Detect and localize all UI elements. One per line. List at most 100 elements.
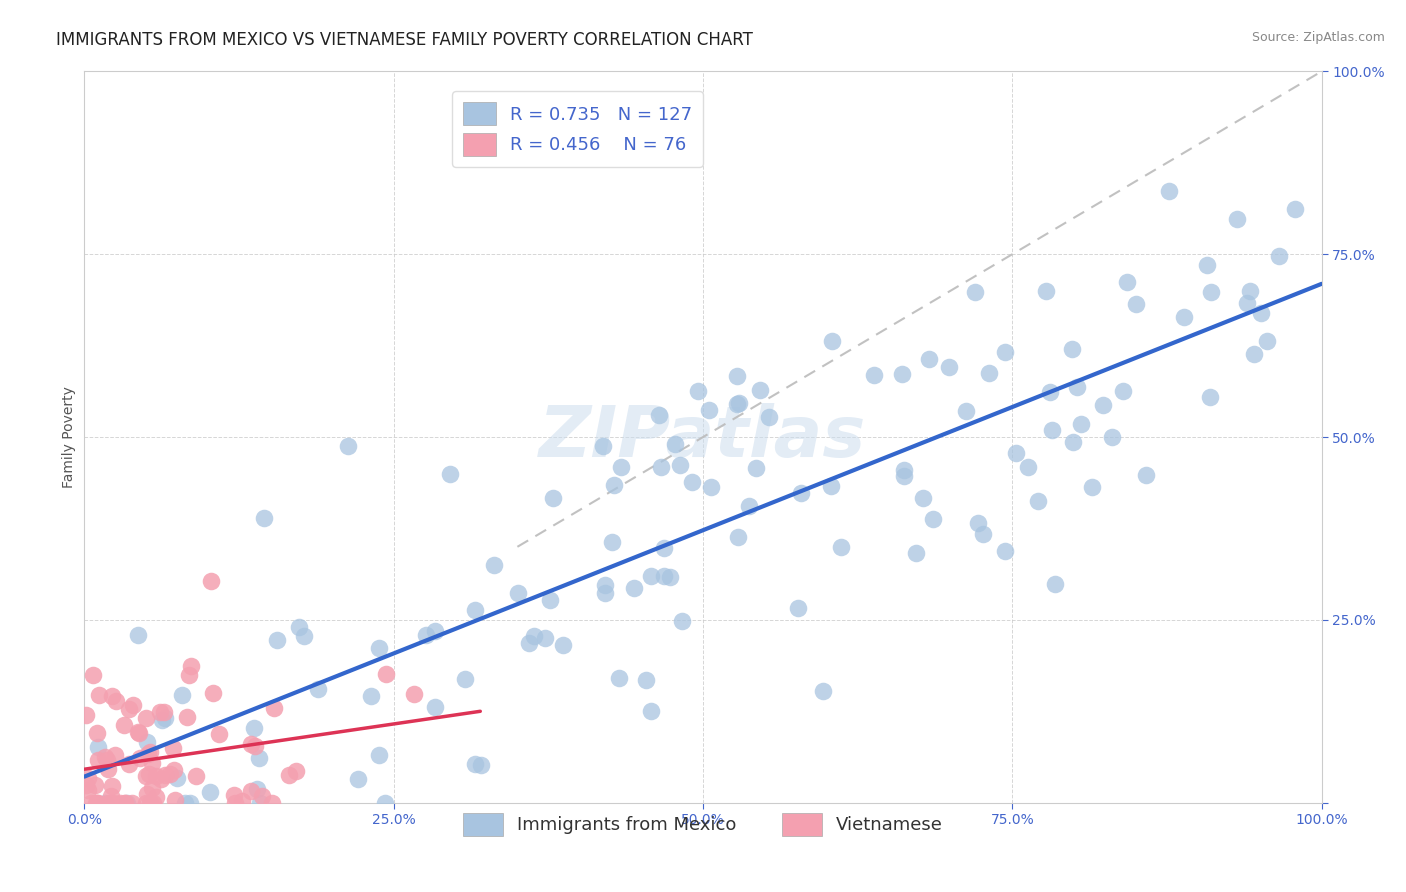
Point (145, 769, 167, 783)
Point (1199, 390, 1222, 404)
Point (246, 781, 269, 796)
Point (163, 764, 186, 778)
Point (80, 796, 103, 810)
Point (1066, 380, 1088, 394)
Point (153, 711, 176, 725)
Point (593, 578, 616, 592)
Point (224, 788, 246, 802)
Point (727, 530, 749, 544)
Point (423, 700, 446, 714)
Point (145, 789, 167, 804)
Point (135, 711, 157, 725)
Text: ZIPatlas: ZIPatlas (540, 402, 866, 472)
Point (138, 767, 160, 781)
Point (368, 747, 391, 762)
Point (668, 458, 690, 473)
Point (415, 628, 437, 642)
Point (830, 540, 852, 554)
Point (1040, 423, 1063, 437)
Point (112, 718, 135, 732)
Point (162, 740, 184, 755)
Point (609, 459, 631, 474)
Point (101, 690, 124, 704)
Point (86, 796, 108, 810)
Point (1005, 446, 1028, 460)
Point (150, 713, 173, 727)
Point (652, 541, 675, 555)
Point (136, 747, 159, 762)
Point (367, 641, 389, 656)
Point (1243, 347, 1265, 361)
Point (402, 687, 425, 701)
Point (862, 368, 884, 382)
Point (122, 698, 145, 713)
Point (100, 789, 122, 803)
Point (1135, 467, 1157, 482)
Point (470, 758, 492, 772)
Point (374, 796, 396, 810)
Point (127, 628, 149, 642)
Point (139, 745, 162, 759)
Point (128, 751, 150, 765)
Point (285, 764, 308, 778)
Point (266, 633, 288, 648)
Point (725, 397, 748, 411)
Point (97, 763, 120, 777)
Point (893, 463, 915, 477)
Point (671, 615, 693, 629)
Point (787, 601, 810, 615)
Point (247, 751, 270, 765)
Point (115, 796, 138, 810)
Point (1070, 417, 1092, 432)
Point (200, 574, 222, 589)
Point (1159, 185, 1181, 199)
Point (128, 725, 150, 739)
Point (118, 701, 141, 715)
Point (170, 688, 193, 702)
Point (1116, 275, 1139, 289)
Point (506, 586, 529, 600)
Point (1226, 212, 1249, 227)
Point (1173, 310, 1195, 325)
Point (240, 737, 263, 751)
Point (347, 772, 370, 786)
Point (893, 468, 915, 483)
Point (86, 725, 108, 739)
Point (640, 568, 662, 582)
Point (541, 491, 564, 505)
Point (87, 753, 110, 767)
Point (98, 796, 121, 810)
Point (166, 772, 188, 786)
Point (159, 767, 181, 781)
Point (263, 701, 285, 715)
Point (82, 668, 104, 682)
Point (288, 620, 311, 634)
Point (179, 796, 201, 810)
Point (652, 569, 675, 583)
Point (517, 636, 540, 650)
Point (1091, 397, 1114, 411)
Legend: Immigrants from Mexico, Vietnamese: Immigrants from Mexico, Vietnamese (454, 804, 952, 845)
Point (648, 408, 671, 422)
Point (83, 778, 105, 792)
Point (136, 788, 159, 802)
Point (174, 796, 197, 810)
Point (790, 485, 813, 500)
Point (114, 796, 136, 810)
Point (681, 475, 703, 489)
Point (553, 638, 575, 652)
Point (224, 796, 246, 810)
Point (464, 603, 486, 617)
Point (938, 359, 960, 374)
Point (820, 478, 842, 492)
Point (738, 499, 761, 513)
Point (922, 511, 945, 525)
Point (725, 369, 748, 384)
Point (1043, 577, 1066, 591)
Point (139, 796, 162, 810)
Point (84, 796, 107, 810)
Point (1195, 258, 1218, 272)
Point (336, 439, 359, 453)
Point (121, 796, 143, 810)
Point (98, 796, 121, 810)
